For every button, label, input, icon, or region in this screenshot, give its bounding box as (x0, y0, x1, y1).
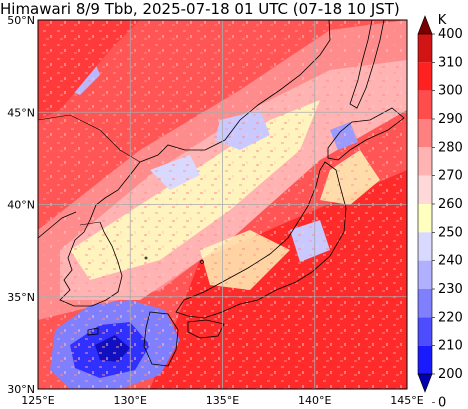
colorbar-segment (418, 260, 432, 289)
colorbar-label: 280 (438, 140, 463, 155)
longitude-ticks: 125°E 130°E 135°E 140°E 145°E (21, 394, 423, 407)
colorbar-label: 400 (438, 27, 463, 42)
lat-tick-label: 35°N (7, 291, 35, 304)
colorbar-label: 240 (438, 254, 463, 269)
colorbar-label: 260 (438, 197, 463, 212)
hokkaido-coast (327, 107, 405, 161)
colorbar-label: 310 (438, 55, 463, 70)
colorbar-segment (418, 204, 432, 233)
kyushu-coast (143, 311, 179, 367)
map-title: Himawari 8/9 Tbb, 2025-07-18 01 UTC (07-… (0, 0, 400, 18)
lat-tick-label: 40°N (7, 199, 35, 212)
lat-tick-label: 45°N (7, 106, 35, 119)
colorbar-segment (418, 345, 432, 374)
colorbar-label: 0 (438, 395, 446, 409)
lat-tick-label: 30°N (7, 383, 35, 396)
colorbar-label: 220 (438, 310, 463, 325)
lat-tick-label: 50°N (7, 14, 35, 27)
lon-tick-label: 135°E (206, 394, 239, 407)
colorbar-extend-max (417, 15, 433, 35)
lon-tick-label: 140°E (298, 394, 331, 407)
colorbar-label: 250 (438, 225, 463, 240)
honshu-coast (175, 161, 347, 319)
colorbar-label: 210 (438, 339, 463, 354)
sakhalin-coast (349, 20, 385, 109)
colorbar-segment (418, 62, 432, 91)
colorbar-label: 290 (438, 112, 463, 127)
gridlines (38, 20, 407, 389)
colorbar-segment (418, 175, 432, 204)
colorbar-segment (418, 119, 432, 148)
colorbar-segment (418, 34, 432, 63)
colorbar-label: 230 (438, 282, 463, 297)
colorbar: 400 310 300 290 280 270 260 250 240 230 220 210 200 0… (417, 13, 463, 409)
borders (38, 114, 141, 226)
jeju-coast (87, 327, 99, 336)
colorbar-segment (418, 90, 432, 119)
colorbar-unit: K (438, 13, 447, 28)
lon-tick-label: 125°E (21, 394, 54, 407)
colorbar-segment (418, 232, 432, 261)
lon-tick-label: 130°E (114, 394, 147, 407)
shikoku-coast (187, 319, 225, 339)
latitude-ticks: 30°N 35°N 40°N 45°N 50°N (7, 14, 35, 396)
colorbar-label: 200 (438, 367, 463, 382)
colorbar-label: 300 (438, 84, 463, 99)
colorbar-label: 270 (438, 169, 463, 184)
bohai-coast (38, 211, 77, 239)
colorbar-segment (418, 317, 432, 346)
lon-tick-label: 145°E (390, 394, 423, 407)
colorbar-segment (418, 147, 432, 176)
map-frame (37, 19, 408, 390)
colorbar-segment (418, 289, 432, 318)
colorbar-extend-min (417, 373, 433, 393)
